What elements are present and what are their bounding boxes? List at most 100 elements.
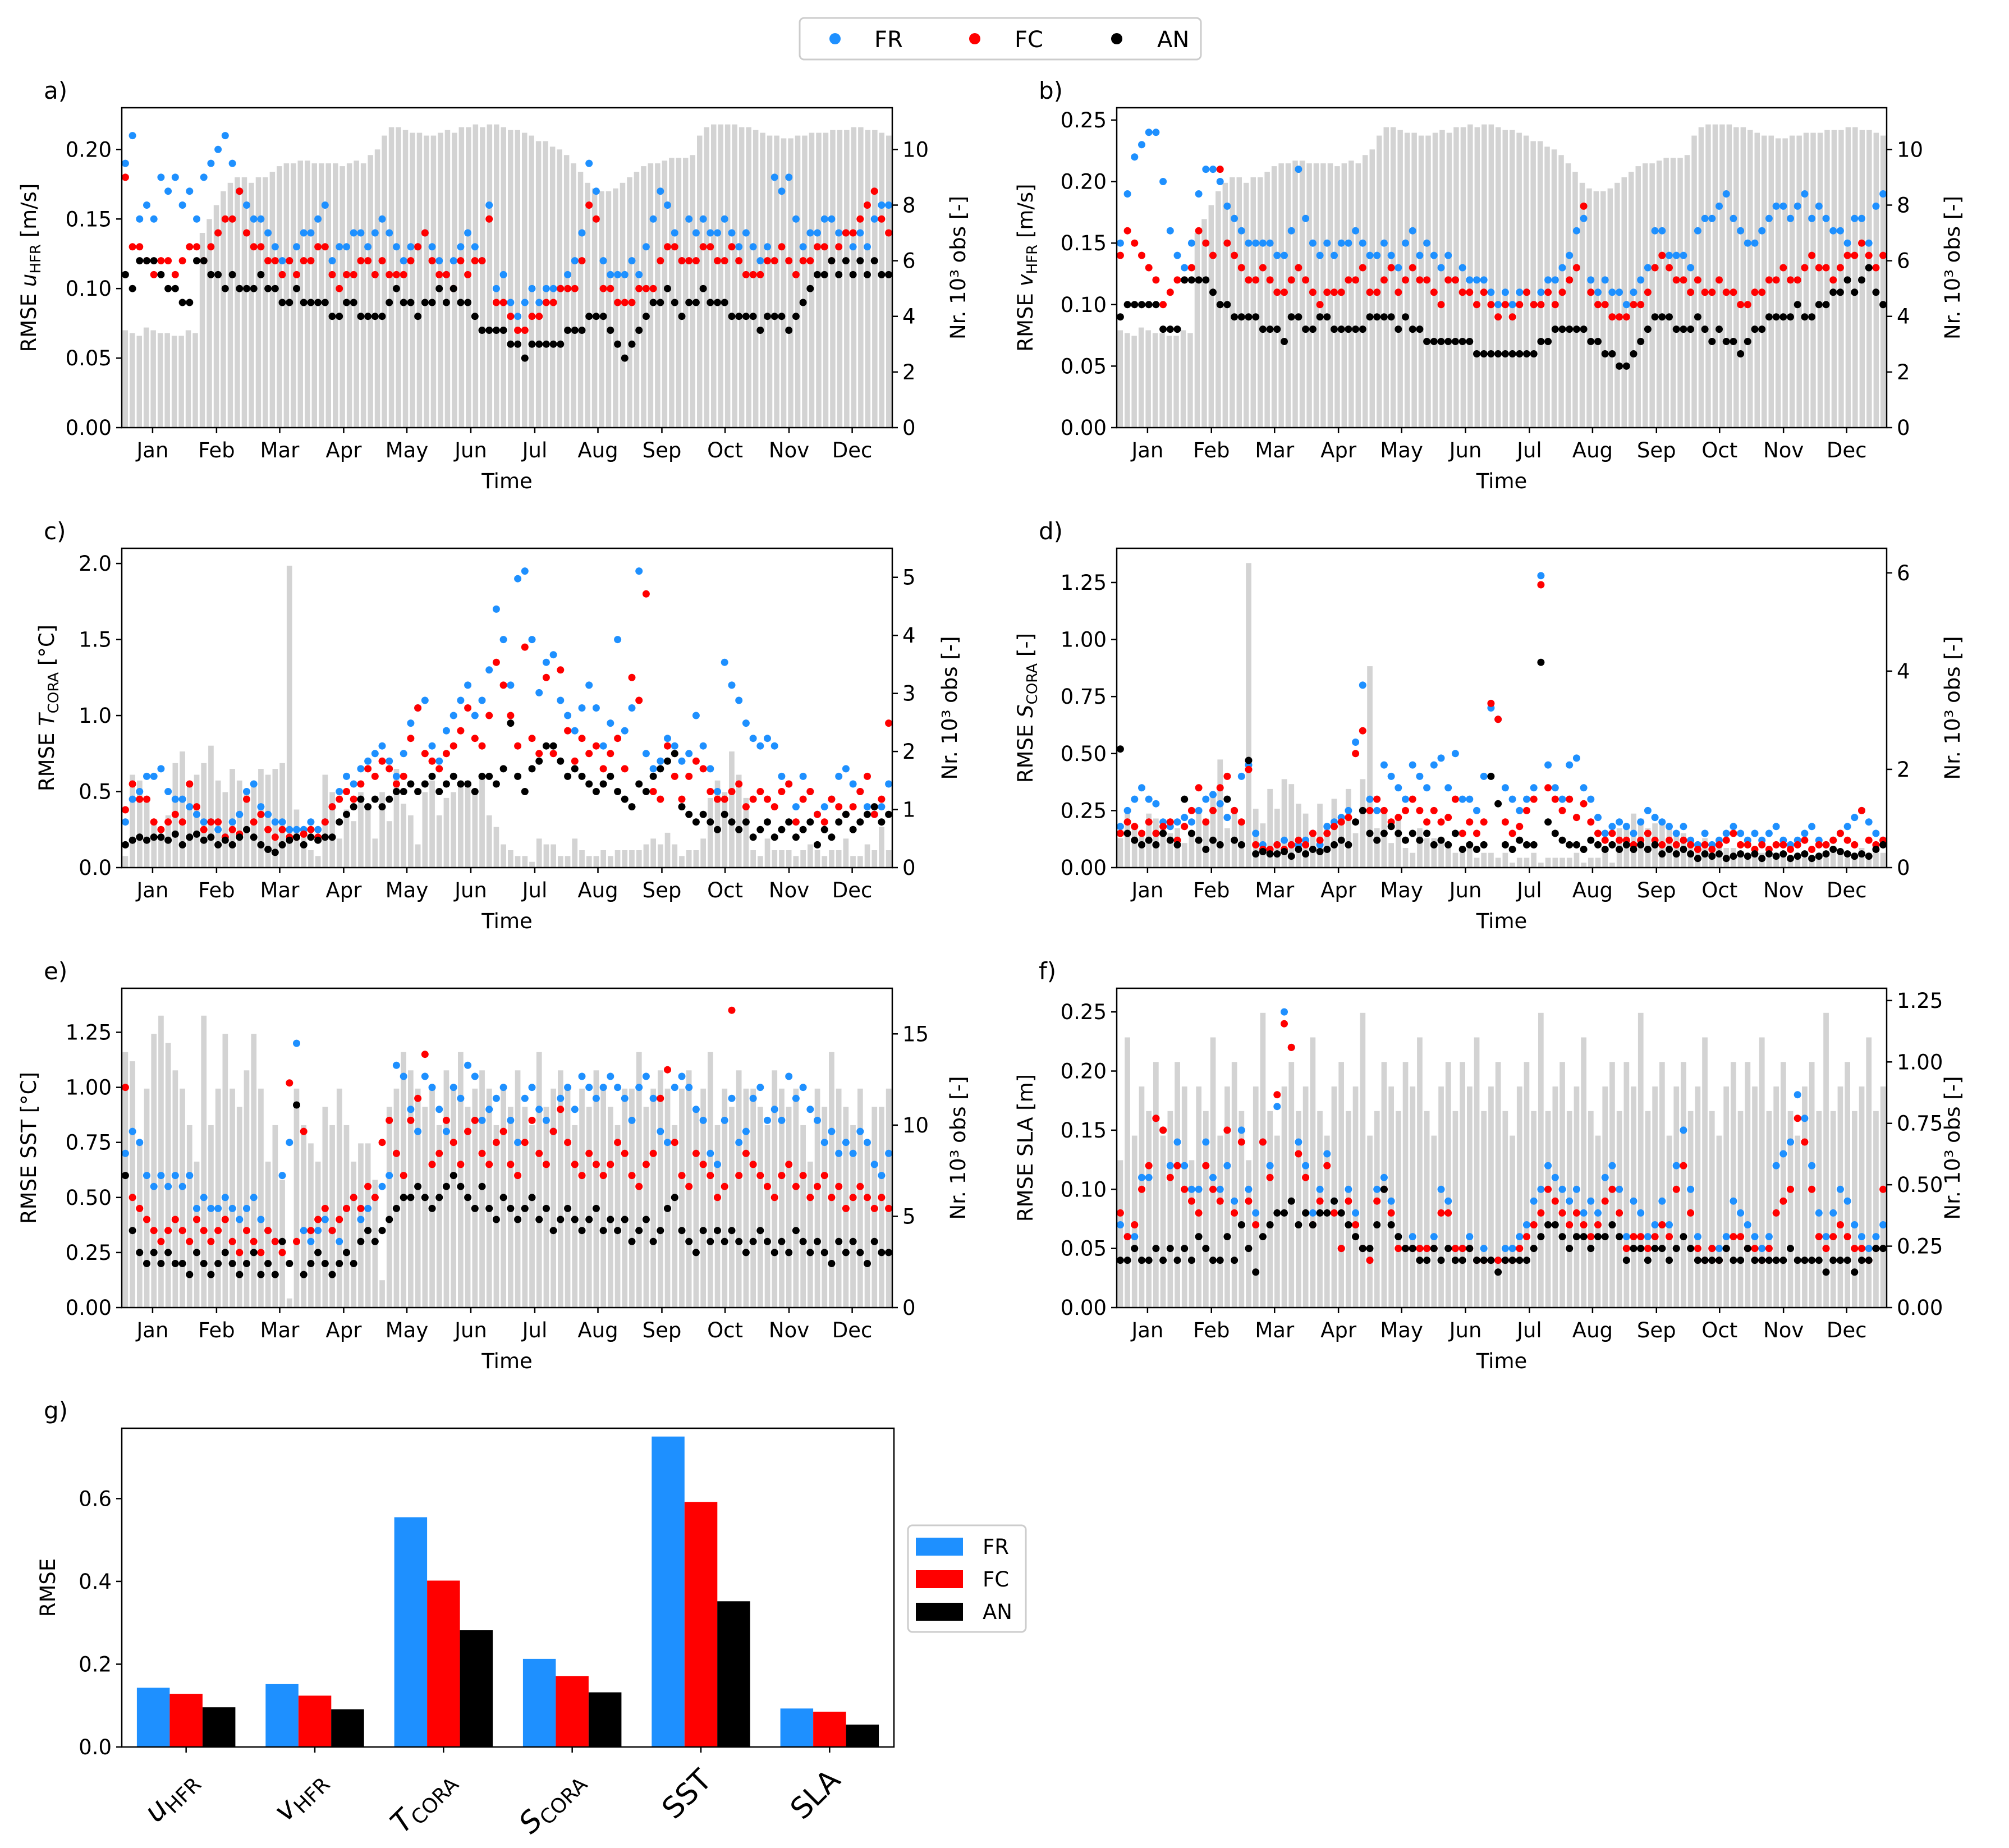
point-an	[1779, 850, 1787, 858]
point-fr	[1843, 239, 1851, 247]
point-fc	[1808, 251, 1816, 259]
point-an	[1138, 301, 1145, 309]
obs-count-bar	[416, 132, 423, 428]
point-an	[236, 833, 244, 841]
point-fr	[678, 757, 686, 765]
x-tick-label: Nov	[769, 1318, 809, 1342]
obs-count-bar	[171, 336, 177, 428]
obs-count-bar	[415, 1088, 421, 1308]
point-an	[478, 772, 486, 780]
point-fc	[1287, 841, 1295, 849]
obs-count-bar	[1131, 828, 1137, 868]
point-an	[200, 1260, 208, 1267]
point-fr	[864, 1139, 871, 1147]
x-tick-label: Jun	[453, 438, 487, 462]
point-fc	[1637, 301, 1645, 309]
point-an	[1309, 325, 1317, 333]
point-fr	[407, 719, 415, 727]
point-fr	[1209, 1173, 1217, 1181]
point-an	[770, 1249, 778, 1257]
point-an	[1352, 818, 1360, 826]
point-an	[628, 340, 636, 348]
point-fc	[671, 243, 678, 251]
obs-count-bar	[1352, 833, 1359, 868]
point-fr	[764, 243, 771, 251]
obs-count-bar	[1581, 1037, 1586, 1308]
point-fc	[1815, 1233, 1823, 1241]
point-an	[1544, 1221, 1552, 1228]
point-an	[1580, 1233, 1588, 1241]
point-an	[1402, 836, 1409, 844]
point-an	[1843, 1257, 1851, 1264]
obs-count-bar	[1431, 1135, 1437, 1308]
point-fr	[842, 1139, 850, 1147]
point-fr	[1801, 190, 1809, 198]
point-fc	[849, 229, 857, 237]
point-an	[578, 327, 586, 334]
obs-count-bar	[1866, 130, 1872, 428]
point-fr	[321, 1216, 329, 1223]
point-fc	[1123, 1233, 1131, 1241]
point-fr	[392, 243, 400, 251]
point-fc	[728, 243, 736, 251]
point-an	[685, 1237, 693, 1245]
obs-count-bar	[1545, 1111, 1551, 1308]
point-fr	[457, 1094, 465, 1102]
obs-count-bar	[258, 769, 264, 868]
point-an	[1572, 325, 1580, 333]
point-fc	[286, 257, 293, 265]
obs-count-bar	[1210, 1037, 1216, 1308]
point-an	[607, 772, 614, 780]
obs-count-bar	[1438, 843, 1444, 868]
point-an	[143, 1260, 150, 1267]
point-fc	[1423, 818, 1431, 826]
point-fr	[1851, 214, 1859, 222]
point-an	[1159, 829, 1167, 837]
point-fr	[1223, 814, 1231, 822]
point-fc	[1273, 288, 1281, 296]
point-an	[442, 1182, 450, 1190]
x-tick-label: Oct	[707, 1318, 743, 1342]
obs-count-bar	[351, 821, 356, 868]
point-fc	[1195, 227, 1203, 235]
point-fr	[1608, 823, 1616, 831]
point-an	[592, 1204, 600, 1212]
point-fc	[250, 243, 258, 251]
obs-count-bar	[346, 163, 352, 428]
point-fr	[1694, 1233, 1701, 1241]
obs-count-bar	[1574, 852, 1580, 868]
point-fr	[121, 818, 129, 826]
point-an	[507, 719, 515, 727]
point-fc	[464, 1127, 472, 1135]
obs-count-bar	[1802, 1086, 1808, 1308]
y2-tick-label: 3	[902, 682, 916, 706]
point-fc	[428, 757, 436, 765]
point-fr	[521, 299, 529, 306]
legend-label-an: AN	[983, 1600, 1012, 1624]
obs-count-bar	[1614, 182, 1620, 428]
obs-count-bar	[650, 1088, 656, 1308]
obs-count-bar	[458, 1052, 464, 1308]
y-tick-label: 0.00	[1061, 1296, 1107, 1320]
point-fc	[157, 1237, 165, 1245]
point-fc	[1316, 1197, 1324, 1205]
y2-tick-label: 2	[902, 740, 916, 764]
point-fc	[464, 704, 472, 712]
point-an	[293, 285, 300, 292]
point-an	[1237, 1221, 1245, 1228]
legend-swatch-an	[916, 1603, 963, 1621]
point-an	[1501, 350, 1509, 357]
obs-count-bar	[1139, 1086, 1145, 1308]
point-fr	[478, 1116, 486, 1124]
point-an	[214, 1260, 222, 1267]
point-fc	[1323, 829, 1331, 837]
point-fc	[407, 1116, 415, 1124]
point-fc	[1395, 288, 1402, 296]
point-an	[1373, 313, 1381, 321]
point-an	[1266, 1221, 1274, 1228]
obs-count-bar	[1217, 759, 1223, 868]
obs-count-bar	[1873, 852, 1879, 868]
obs-count-bar	[199, 233, 205, 428]
y-tick-label: 0.10	[1061, 293, 1107, 317]
point-an	[200, 257, 208, 265]
